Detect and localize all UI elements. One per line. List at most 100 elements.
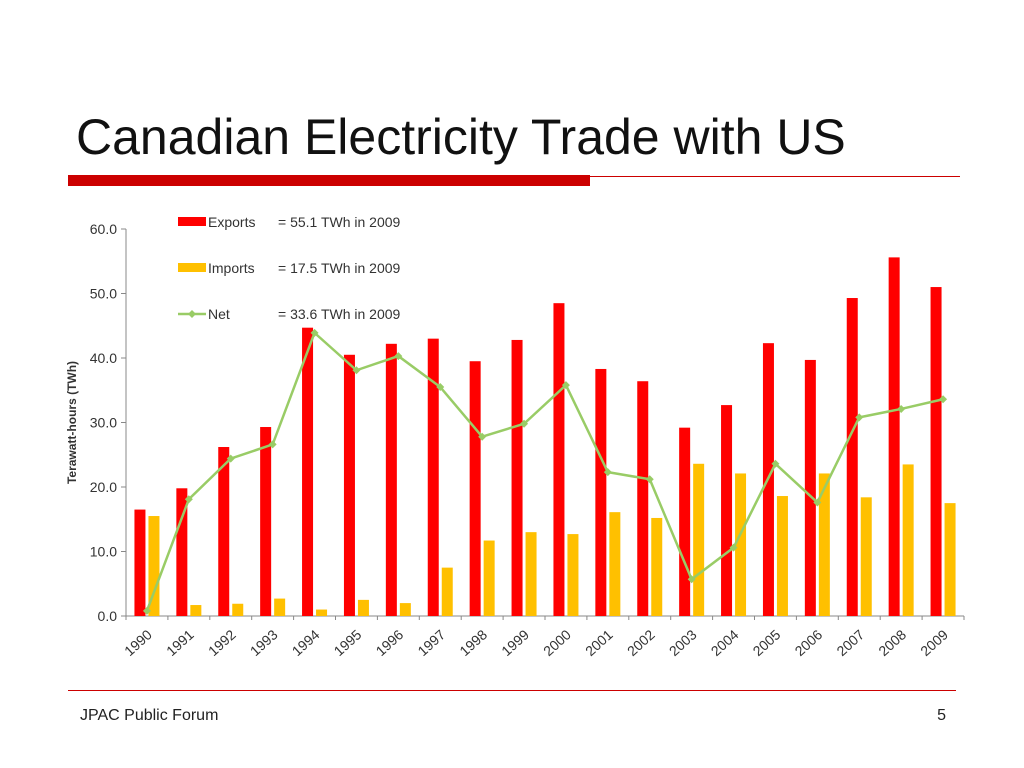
x-tick-label: 2007 bbox=[833, 626, 867, 659]
imports-bar bbox=[818, 473, 830, 616]
net-point bbox=[729, 543, 738, 552]
net-point bbox=[771, 459, 780, 468]
x-tick-label: 1996 bbox=[372, 626, 406, 659]
x-tick-label: 2000 bbox=[540, 626, 574, 659]
y-tick-label: 50.0 bbox=[90, 286, 117, 302]
imports-bar bbox=[525, 532, 537, 616]
y-tick-label: 0.0 bbox=[98, 608, 118, 624]
net-point bbox=[268, 440, 277, 449]
slide-title: Canadian Electricity Trade with US bbox=[76, 109, 846, 165]
net-point bbox=[310, 328, 319, 337]
net-point bbox=[184, 495, 193, 504]
legend-label-net: Net bbox=[208, 306, 230, 322]
x-tick-label: 1994 bbox=[289, 626, 323, 659]
y-tick-label: 30.0 bbox=[90, 415, 117, 431]
imports-bar bbox=[902, 464, 914, 616]
exports-bar bbox=[343, 354, 355, 616]
x-tick-label: 2004 bbox=[708, 626, 742, 659]
exports-bar bbox=[176, 488, 188, 616]
legend-marker-net bbox=[188, 310, 196, 318]
net-point bbox=[687, 575, 696, 584]
exports-bar bbox=[846, 298, 858, 616]
legend-note-exports: = 55.1 TWh in 2009 bbox=[278, 214, 401, 230]
legend-swatch-exports bbox=[178, 217, 206, 226]
imports-bar bbox=[567, 534, 579, 616]
net-point bbox=[813, 498, 822, 507]
x-tick-label: 2001 bbox=[582, 626, 616, 659]
exports-bar bbox=[721, 405, 733, 616]
x-tick-label: 1990 bbox=[121, 626, 155, 659]
y-tick-label: 10.0 bbox=[90, 544, 117, 560]
imports-bar bbox=[274, 598, 286, 616]
page-number: 5 bbox=[937, 707, 946, 724]
exports-bar bbox=[260, 427, 272, 616]
imports-bar bbox=[148, 516, 160, 616]
exports-bar bbox=[804, 359, 816, 616]
x-tick-label: 1995 bbox=[331, 626, 365, 659]
imports-bar bbox=[860, 497, 872, 616]
title-underline-thick bbox=[68, 175, 590, 186]
legend-note-imports: = 17.5 TWh in 2009 bbox=[278, 260, 401, 276]
footer-divider bbox=[68, 690, 956, 691]
exports-bar bbox=[134, 509, 146, 616]
x-tick-label: 1998 bbox=[456, 626, 490, 659]
y-tick-label: 20.0 bbox=[90, 479, 117, 495]
imports-bar bbox=[651, 517, 663, 616]
x-tick-label: 2005 bbox=[750, 626, 784, 659]
legend-swatch-imports bbox=[178, 263, 206, 272]
imports-bar bbox=[190, 605, 202, 616]
exports-bar bbox=[930, 287, 942, 616]
legend-note-net: = 33.6 TWh in 2009 bbox=[278, 306, 401, 322]
exports-bar bbox=[385, 343, 397, 616]
exports-bar bbox=[553, 303, 565, 616]
imports-bar bbox=[735, 473, 747, 616]
net-point bbox=[226, 454, 235, 463]
imports-bar bbox=[232, 603, 244, 616]
net-point bbox=[436, 383, 445, 392]
x-tick-label: 1993 bbox=[247, 626, 281, 659]
net-point bbox=[478, 432, 487, 441]
net-point bbox=[939, 395, 948, 404]
net-point bbox=[142, 606, 151, 615]
net-line bbox=[145, 330, 944, 612]
legend-label-exports: Exports bbox=[208, 214, 255, 230]
imports-bar bbox=[609, 512, 621, 616]
imports-bar bbox=[693, 463, 705, 616]
imports-bar bbox=[399, 603, 411, 616]
exports-bar bbox=[302, 327, 314, 616]
x-tick-label: 1997 bbox=[414, 626, 448, 659]
exports-bar bbox=[218, 447, 230, 616]
imports-bar bbox=[357, 599, 369, 616]
y-tick-label: 40.0 bbox=[90, 350, 117, 366]
net-point bbox=[520, 419, 529, 428]
exports-bar bbox=[511, 339, 523, 616]
exports-bar bbox=[469, 361, 481, 616]
x-tick-label: 1992 bbox=[205, 626, 239, 659]
imports-bar bbox=[483, 540, 495, 616]
x-tick-label: 2003 bbox=[666, 626, 700, 659]
imports-bar bbox=[944, 503, 956, 616]
imports-bar bbox=[776, 496, 788, 616]
exports-bar bbox=[679, 427, 691, 616]
net-point bbox=[897, 404, 906, 413]
net-point bbox=[855, 413, 864, 422]
y-tick-label: 60.0 bbox=[90, 221, 117, 237]
x-tick-label: 2008 bbox=[875, 626, 909, 659]
chart-svg: Terawatt-hours (TWh) 0.0 10.0 20.0 30.0 40.0 5… bbox=[65, 214, 965, 659]
x-tick-label: 1999 bbox=[498, 626, 532, 659]
exports-bar bbox=[888, 257, 900, 616]
net-point bbox=[352, 366, 361, 375]
net-point bbox=[394, 352, 403, 361]
chart-area: Terawatt-hours (TWh) 0.0 10.0 20.0 30.0 40.0 5… bbox=[50, 202, 976, 680]
imports-bar bbox=[441, 567, 453, 616]
title-underline-thin bbox=[590, 176, 960, 177]
net-point bbox=[603, 468, 612, 477]
footer-text: JPAC Public Forum bbox=[80, 707, 219, 724]
y-axis-title: Terawatt-hours (TWh) bbox=[65, 361, 79, 484]
exports-bar bbox=[427, 338, 439, 616]
x-tick-label: 2006 bbox=[791, 626, 825, 659]
exports-bar bbox=[595, 368, 607, 616]
x-tick-label: 1991 bbox=[163, 626, 197, 659]
imports-bar bbox=[316, 609, 328, 616]
legend-label-imports: Imports bbox=[208, 260, 255, 276]
